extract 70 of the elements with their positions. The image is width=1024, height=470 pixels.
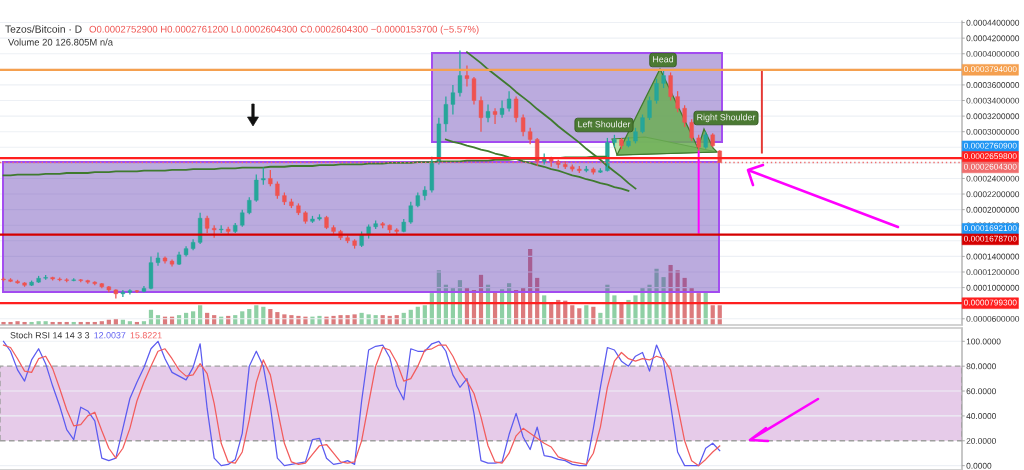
y-tick-label: 40.0000 [966,413,996,420]
ref-line-label: 0.0002659800 [963,153,1017,160]
candlestick [640,113,645,134]
chart-title: Volume 20 126.805M n/a [8,38,114,46]
annotation: 15.8221 [130,332,162,339]
candlestick [408,201,413,225]
chart-subtitle: O0.0002752900 H0.0002761200 L0.0002604300 C0.0002604300 −0.0000153700 (−5.57%) [89,25,479,35]
bar [317,315,322,325]
candlestick [127,288,133,296]
y-tick-label: 100.0000 [966,338,1001,345]
y-tick-label: 0.0001200000 [966,269,1020,276]
chart-title: Stoch RSI 14 14 3 3 [10,331,90,339]
bar [338,315,343,325]
candlestick [457,49,463,98]
candlestick [689,118,694,142]
y-tick-label: 0.0001400000 [966,253,1020,260]
bar [331,315,336,325]
y-tick-label: 0.0004400000 [966,19,1020,26]
bar [661,277,666,325]
candlestick [499,99,505,119]
ref-line-label: 0.0002604300 [963,163,1017,170]
y-tick-label: 0.0002400000 [966,175,1020,182]
y-tick-label: 0.0003600000 [966,82,1020,89]
annotation: Right Shoulder [697,113,756,123]
bar [612,295,617,325]
candlestick [429,156,434,194]
y-tick-label: 0.0002000000 [966,206,1020,213]
annotation: 12.0037 [94,332,126,339]
bar [345,315,350,325]
y-tick-label: 0.0003000000 [966,128,1020,135]
y-tick-label: 0.0000600000 [966,315,1020,322]
y-tick-label: 0.0000 [966,462,992,469]
y-tick-label: 0.0004000000 [966,50,1020,57]
candlestick [485,103,491,123]
candlestick [134,289,140,294]
bar [15,321,20,325]
candlestick [492,107,498,125]
bar [605,284,610,325]
candlestick [661,68,666,89]
candlestick [654,78,659,105]
bar [640,287,645,325]
ref-line-label: 0.0001678700 [963,235,1017,242]
bar [654,268,659,325]
y-tick-label: 0.0002200000 [966,191,1020,198]
y-tick-label: 0.0001000000 [966,284,1020,291]
bar [296,315,301,325]
bar [633,295,638,325]
y-tick-label: 20.0000 [966,437,996,444]
ref-line-label: 0.0003794000 [963,66,1017,73]
bar [352,314,357,325]
candlestick [675,90,680,113]
y-tick-label: 80.0000 [966,363,996,370]
y-tick-label: 0.0003200000 [966,113,1020,120]
annotation: Head [653,55,674,63]
candlestick [682,104,687,128]
chart-title: Tezos/Bitcoin · D [5,25,82,33]
candlestick [668,71,673,102]
bar [668,264,673,325]
y-tick-label: 60.0000 [966,388,996,395]
y-tick-label: 0.0003400000 [966,97,1020,104]
y-tick-label: 0.0004200000 [966,35,1020,42]
text: 0.0002760900 [963,142,1017,149]
bar [626,299,631,325]
candlestick [647,95,652,121]
bar [289,315,294,325]
ref-line-label: 0.0000799300 [963,299,1017,306]
bar [647,284,652,325]
annotation: Left Shoulder [578,120,631,128]
candlestick [254,173,259,203]
bar [619,302,624,325]
